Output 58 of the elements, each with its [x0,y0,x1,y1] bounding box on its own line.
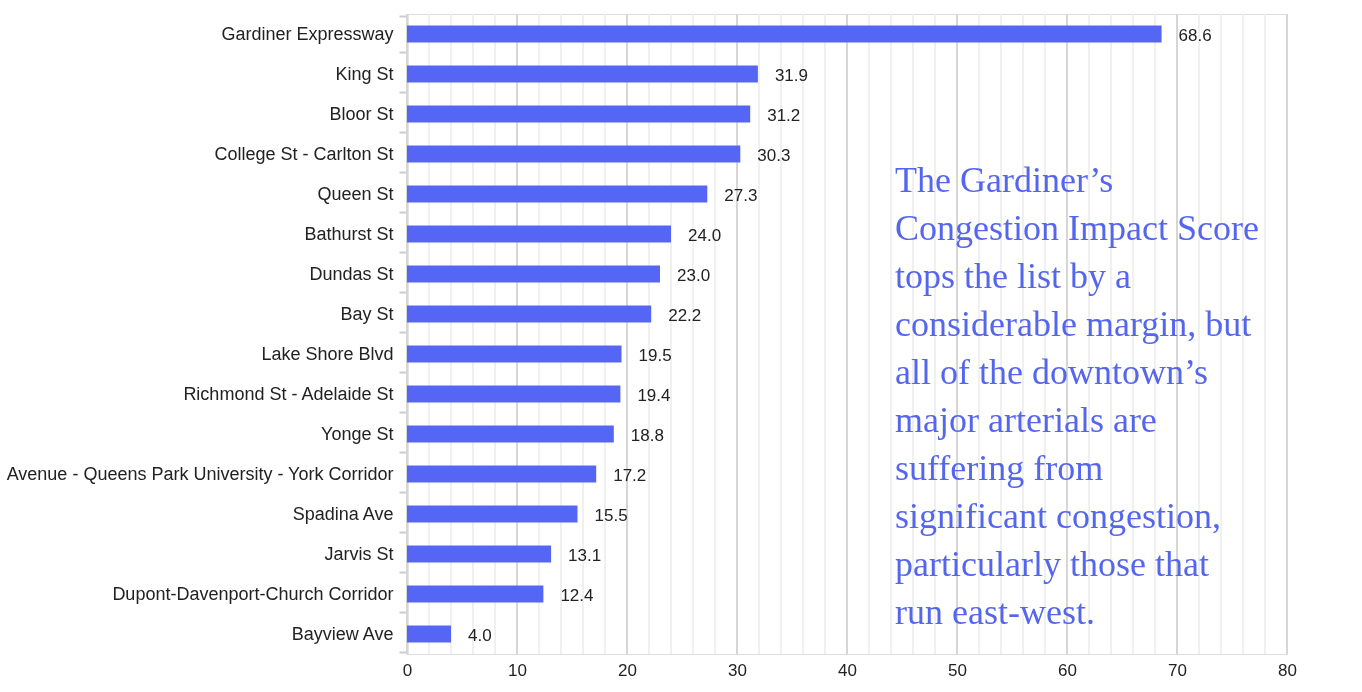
y-tick-label: College St - Carlton St [214,143,394,164]
x-tick-label: 10 [508,660,527,680]
bar [407,545,552,563]
x-tick-label: 50 [948,660,967,680]
data-label: 17.2 [613,466,647,485]
bar [407,345,622,363]
y-tick-label: Spadina Ave [292,503,394,524]
bar [407,305,652,323]
y-tick-label: Bathurst St [304,223,394,244]
y-tick-label: Bayview Ave [291,623,394,644]
data-label: 19.5 [638,346,672,365]
x-tick-label: 30 [728,660,747,680]
bar [407,145,741,163]
text: The Gardiner’s Congestion Impact Score tops the list by a considerable margin, but all of the downtown’s major arterials are suffering from significant congestion, particularly those that run east-west. [895,160,1259,632]
data-label: 23.0 [677,266,711,285]
y-tick-label: Jarvis St [324,543,394,564]
data-label: 27.3 [724,186,758,205]
y-tick-label: Richmond St - Adelaide St [183,383,394,404]
bar [407,25,1162,43]
bar [407,425,614,443]
data-label: 4.0 [468,626,492,645]
y-tick-label: Yonge St [321,423,394,444]
y-tick-label: Gardiner Expressway [221,23,394,44]
data-label: 13.1 [568,546,602,565]
y-tick-label: Bay St [340,303,394,324]
data-label: 68.6 [1178,26,1212,45]
data-label: 22.2 [668,306,702,325]
data-label: 12.4 [560,586,594,605]
bar [407,505,578,523]
x-tick-label: 60 [1058,660,1077,680]
data-label: 19.4 [637,386,671,405]
x-tick-label: 40 [838,660,857,680]
bar [407,225,671,243]
y-tick-label: King St [335,63,394,84]
data-label: 30.3 [757,146,791,165]
bar [407,105,751,123]
y-tick-label: Queen St [317,183,394,204]
bar [407,65,758,83]
data-label: 15.5 [594,506,628,525]
bar [407,625,451,643]
x-tick-label: 0 [402,660,413,680]
y-tick-label: Avenue - Queens Park University - York Corridor [6,463,394,484]
data-label: 31.9 [774,66,808,85]
bar [407,265,660,283]
bar [407,465,597,483]
y-tick-label: Dupont-Davenport-Church Corridor [112,583,394,604]
x-tick-label: 80 [1278,660,1297,680]
x-tick-label: 70 [1168,660,1187,680]
y-tick-label: Lake Shore Blvd [261,343,394,364]
bar [407,585,544,603]
data-label: 24.0 [688,226,722,245]
data-label: 18.8 [630,426,664,445]
y-tick-label: Dundas St [309,263,394,284]
y-tick-label: Bloor St [329,103,394,124]
bar [407,385,621,403]
data-label: 31.2 [767,106,801,125]
x-tick-label: 20 [618,660,637,680]
bar [407,185,708,203]
